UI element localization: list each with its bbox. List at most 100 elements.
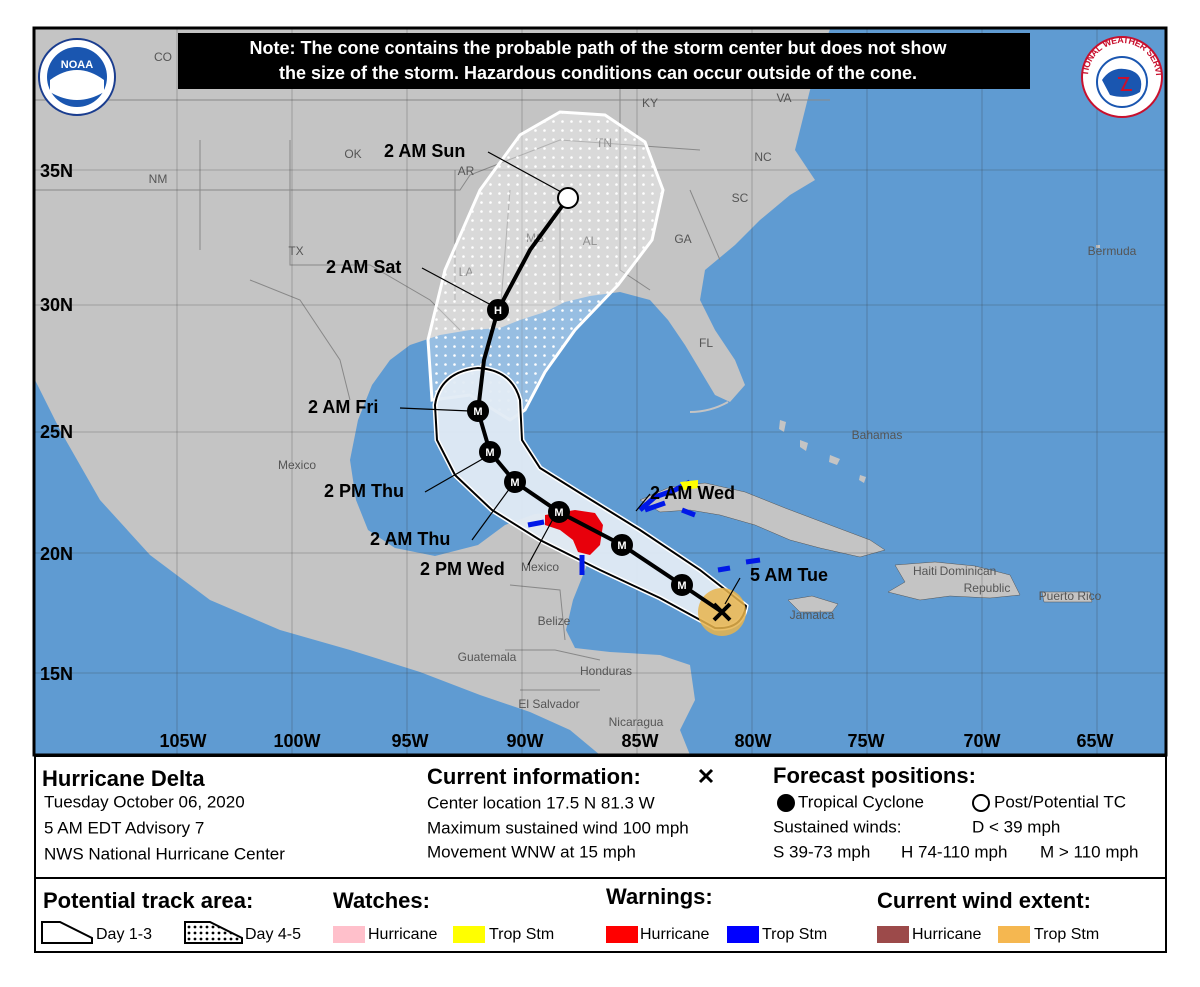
place-label: Bermuda <box>1088 244 1137 258</box>
florida-keys <box>689 401 729 413</box>
place-label: NM <box>149 172 168 186</box>
forecast-point <box>671 574 693 596</box>
forecast-markers: M M M M M M H D <box>467 187 693 596</box>
info-text: Movement WNW at 15 mph <box>427 842 636 861</box>
noaa-logo: NOAA <box>38 38 116 116</box>
longitude-label: 105W <box>159 731 206 751</box>
forecast-point <box>479 441 501 463</box>
place-label: Republic <box>964 581 1011 595</box>
forecast-point-label: D <box>564 193 572 205</box>
line-shape <box>471 487 511 541</box>
longitude-label: 75W <box>847 731 884 751</box>
forecast-point-label: M <box>617 540 626 552</box>
info-text: D < 39 mph <box>972 817 1060 836</box>
legend-text: Day 1-3 <box>96 926 152 943</box>
place-label: Belize <box>538 614 571 628</box>
forecast-point <box>487 299 509 321</box>
place-label: Dominican <box>940 564 997 578</box>
forecast-time-label: 2 PM Wed <box>420 559 505 579</box>
day-4-5-icon <box>184 921 243 944</box>
forecast-point <box>611 534 633 556</box>
swatch <box>453 926 485 943</box>
line-shape <box>399 407 471 412</box>
longitude-label: 90W <box>506 731 543 751</box>
longitude-label: 95W <box>391 731 428 751</box>
map: COKYVATNNCOKARSCNMMSALGATXLAFLMexicoBaha… <box>35 29 1165 754</box>
line-shape <box>421 267 494 307</box>
forecast-time-label: 2 AM Sat <box>326 257 401 277</box>
place-label: Honduras <box>580 664 632 678</box>
place-label: Guatemala <box>458 650 517 664</box>
line-shape <box>635 493 651 512</box>
legend-text: Hurricane <box>640 926 709 943</box>
day-1-3-icon <box>41 921 93 944</box>
legend-text: Trop Stm <box>489 926 554 943</box>
info-text: H 74-110 mph <box>901 842 1007 861</box>
place-label: FL <box>699 336 713 350</box>
place-label: SC <box>732 191 749 205</box>
latitude-label: 25N <box>40 422 73 442</box>
info-box <box>34 755 1167 879</box>
info-text: Post/Potential TC <box>994 792 1126 811</box>
note-box <box>178 33 1030 89</box>
info-text: Maximum sustained wind 100 mph <box>427 818 689 837</box>
swatch <box>727 926 759 943</box>
legend-text: Day 4-5 <box>245 926 301 943</box>
place-label: VA <box>776 91 791 105</box>
legend-text: Trop Stm <box>762 926 827 943</box>
place-label: Jamaica <box>790 608 835 622</box>
forecast-time-label: 2 AM Thu <box>370 529 450 549</box>
info-text: Current information: <box>427 764 641 789</box>
place-label: CO <box>154 50 172 64</box>
note-line: the size of the storm. Hazardous conditi… <box>279 63 917 83</box>
tc-icon <box>777 794 795 812</box>
place-label: OK <box>344 147 361 161</box>
line-shape <box>487 151 564 194</box>
coordinate-labels: 35N 30N 25N 20N 15N 105W 100W 95W 90W 85W 80W 75W 70… <box>40 161 1114 751</box>
post-tc-icon <box>972 794 990 812</box>
note-line: Note: The cone contains the probable pat… <box>249 38 947 58</box>
info-text: M > 110 mph <box>1040 842 1138 861</box>
swatch <box>606 926 638 943</box>
swatch <box>877 926 909 943</box>
place-label: Puerto Rico <box>1039 589 1102 603</box>
longitude-label: 85W <box>621 731 658 751</box>
puerto-rico <box>1041 591 1093 603</box>
latitude-label: 30N <box>40 295 73 315</box>
swatch <box>998 926 1030 943</box>
place-label: Mexico <box>521 560 559 574</box>
legend-text: Hurricane <box>912 926 981 943</box>
legend-text: Warnings: <box>606 884 713 909</box>
place-label: AR <box>458 164 475 178</box>
info-text: Tuesday October 06, 2020 <box>44 792 245 811</box>
info-text: S 39-73 mph <box>773 842 870 861</box>
line-shape <box>724 577 741 605</box>
current-position <box>712 602 732 622</box>
info-text: Hurricane Delta <box>42 766 205 791</box>
longitude-label: 80W <box>734 731 771 751</box>
forecast-time-label: 5 AM Tue <box>750 565 828 585</box>
jamaica <box>787 595 839 613</box>
path-shape <box>505 584 601 691</box>
info-text: NWS National Hurricane Center <box>44 844 285 863</box>
legend-text: Potential track area: <box>43 888 253 913</box>
longitude-label: 65W <box>1076 731 1113 751</box>
place-label: TX <box>288 244 303 258</box>
place-label: GA <box>674 232 691 246</box>
forecast-point-label: M <box>510 477 519 489</box>
forecast-time-label: 2 PM Thu <box>324 481 404 501</box>
place-label: NC <box>754 150 772 164</box>
latitude-label: 15N <box>40 664 73 684</box>
forecast-time-label: 2 AM Wed <box>650 483 735 503</box>
cuba <box>639 482 886 558</box>
forecast-point <box>504 471 526 493</box>
path-shape <box>50 70 104 100</box>
noaa-text: NOAA <box>61 59 93 71</box>
legend-text: Watches: <box>333 888 430 913</box>
legend-text: Trop Stm <box>1034 926 1099 943</box>
latitude-label: 35N <box>40 161 73 181</box>
hispaniola <box>887 561 1021 601</box>
info-text: Tropical Cyclone <box>798 792 924 811</box>
